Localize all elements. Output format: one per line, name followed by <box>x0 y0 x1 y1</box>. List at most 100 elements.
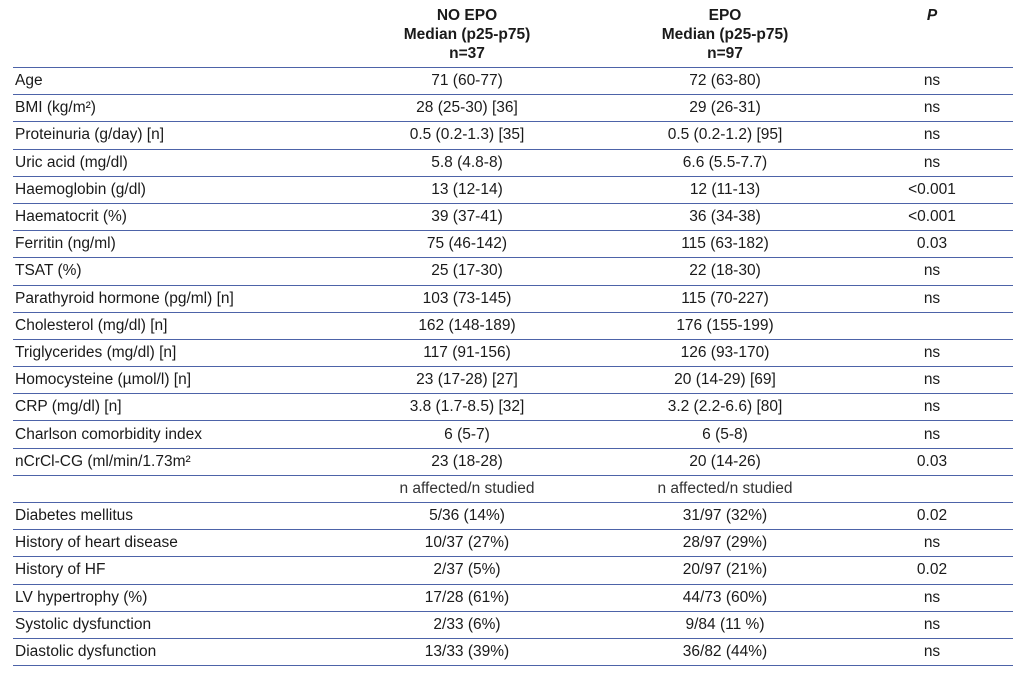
comparison-table: NO EPO Median (p25-p75) n=37 EPO Median … <box>13 6 1013 667</box>
cell-no-epo: 2/33 (6%) <box>335 611 599 639</box>
table-row: Haematocrit (%) 39 (37-41) 36 (34-38) <0.00… <box>13 203 1013 232</box>
cell-p-value: 0.02 <box>851 502 1013 531</box>
cell-epo: 44/73 (60%) <box>599 584 851 612</box>
table-row: Diabetes mellitus 5/36 (14%) 31/97 (32%) 0.… <box>13 502 1013 531</box>
table-row: History of heart disease 10/37 (27%) 28/97… <box>13 529 1013 558</box>
row-label: Ferritin (ng/ml) <box>13 230 335 259</box>
cell-no-epo: 28 (25-30) [36] <box>335 94 599 123</box>
cell-p-value: ns <box>851 149 1013 177</box>
cell-no-epo: 17/28 (61%) <box>335 584 599 612</box>
comparison-table-container: NO EPO Median (p25-p75) n=37 EPO Median … <box>13 6 1013 667</box>
cell-p-value: 0.03 <box>851 448 1013 476</box>
header-no-epo: NO EPO Median (p25-p75) n=37 <box>335 6 599 68</box>
cell-epo: 72 (63-80) <box>599 67 851 96</box>
table-row: Triglycerides (mg/dl) [n] 117 (91-156) 126… <box>13 339 1013 368</box>
cell-no-epo: 71 (60-77) <box>335 67 599 96</box>
cell-p-value: ns <box>851 638 1013 667</box>
table-row: CRP (mg/dl) [n] 3.8 (1.7-8.5) [32] 3.2 (2.… <box>13 393 1013 422</box>
cell-p-value: <0.001 <box>851 203 1013 232</box>
row-label: Haematocrit (%) <box>13 203 335 232</box>
table-row: TSAT (%) 25 (17-30) 22 (18-30) ns <box>13 257 1013 286</box>
cell-epo: 3.2 (2.2-6.6) [80] <box>599 393 851 422</box>
row-label: Charlson comorbidity index <box>13 420 335 449</box>
cell-p-value: ns <box>851 366 1013 395</box>
cell-epo: 31/97 (32%) <box>599 502 851 531</box>
cell-p-value: 0.03 <box>851 230 1013 259</box>
table-row: Parathyroid hormone (pg/ml) [n] 103 (73-1… <box>13 285 1013 313</box>
header-no-epo-n: n=37 <box>449 45 485 62</box>
row-label: Systolic dysfunction <box>13 611 335 639</box>
cell-p-value: ns <box>851 393 1013 422</box>
cell-no-epo: 162 (148-189) <box>335 312 599 340</box>
cell-p-value: ns <box>851 529 1013 558</box>
cell-epo: 12 (11-13) <box>599 176 851 204</box>
cell-p-value: <0.001 <box>851 176 1013 204</box>
row-label: nCrCl-CG (ml/min/1.73m² <box>13 448 335 476</box>
row-label: Homocysteine (µmol/l) [n] <box>13 366 335 395</box>
row-label: TSAT (%) <box>13 257 335 286</box>
row-label: Uric acid (mg/dl) <box>13 149 335 177</box>
cell-epo: 20 (14-29) [69] <box>599 366 851 395</box>
header-p-value: P <box>851 6 1013 68</box>
cell-no-epo: 3.8 (1.7-8.5) [32] <box>335 393 599 422</box>
cell-epo: 36/82 (44%) <box>599 638 851 667</box>
cell-epo: 126 (93-170) <box>599 339 851 368</box>
table-header: NO EPO Median (p25-p75) n=37 EPO Median … <box>13 6 1013 68</box>
row-label: Diabetes mellitus <box>13 502 335 531</box>
cell-epo: 22 (18-30) <box>599 257 851 286</box>
row-label: Age <box>13 67 335 96</box>
row-label: Triglycerides (mg/dl) [n] <box>13 339 335 368</box>
table-row: Haemoglobin (g/dl) 13 (12-14) 12 (11-13) <0… <box>13 176 1013 204</box>
cell-epo: 115 (63-182) <box>599 230 851 259</box>
cell-p-value: ns <box>851 94 1013 123</box>
row-label: Cholesterol (mg/dl) [n] <box>13 312 335 340</box>
cell-p-value: ns <box>851 339 1013 368</box>
row-label: History of HF <box>13 556 335 585</box>
cell-p-value: 0.02 <box>851 556 1013 585</box>
cell-p-value <box>851 475 1013 504</box>
cell-epo: n affected/n studied <box>599 475 851 504</box>
cell-p-value: ns <box>851 420 1013 449</box>
header-epo-stat: Median (p25-p75) <box>661 26 789 43</box>
row-label: Parathyroid hormone (pg/ml) [n] <box>13 285 335 313</box>
table-body: Age 71 (60-77) 72 (63-80) ns BMI (kg/m²) 28 (… <box>13 67 1013 667</box>
cell-no-epo: 2/37 (5%) <box>335 556 599 585</box>
cell-epo: 9/84 (11 %) <box>599 611 851 639</box>
cell-no-epo: 13 (12-14) <box>335 176 599 204</box>
table-row: LV hypertrophy (%) 17/28 (61%) 44/73 (60%)… <box>13 584 1013 612</box>
header-epo: EPO Median (p25-p75) n=97 <box>599 6 851 68</box>
table-row: nCrCl-CG (ml/min/1.73m² 23 (18-28) 20 (14-… <box>13 448 1013 476</box>
row-label: LV hypertrophy (%) <box>13 584 335 612</box>
header-no-epo-stat: Median (p25-p75) <box>403 26 531 43</box>
cell-no-epo: 5/36 (14%) <box>335 502 599 531</box>
cell-no-epo: 23 (17-28) [27] <box>335 366 599 395</box>
table-row: Uric acid (mg/dl) 5.8 (4.8-8) 6.6 (5.5-7.7… <box>13 149 1013 177</box>
cell-p-value <box>851 312 1013 340</box>
cell-epo: 6 (5-8) <box>599 420 851 449</box>
table-row: Proteinuria (g/day) [n] 0.5 (0.2-1.3) [35… <box>13 121 1013 150</box>
cell-epo: 20 (14-26) <box>599 448 851 476</box>
cell-no-epo: 75 (46-142) <box>335 230 599 259</box>
table-row: Diastolic dysfunction 13/33 (39%) 36/82 (4… <box>13 638 1013 667</box>
cell-p-value: ns <box>851 611 1013 639</box>
header-epo-n: n=97 <box>707 45 743 62</box>
cell-epo: 0.5 (0.2-1.2) [95] <box>599 121 851 150</box>
cell-no-epo: 39 (37-41) <box>335 203 599 232</box>
cell-no-epo: 0.5 (0.2-1.3) [35] <box>335 121 599 150</box>
cell-epo: 28/97 (29%) <box>599 529 851 558</box>
cell-no-epo: 23 (18-28) <box>335 448 599 476</box>
table-row: n affected/n studied n affected/n studied <box>13 475 1013 504</box>
cell-no-epo: 13/33 (39%) <box>335 638 599 667</box>
cell-p-value: ns <box>851 257 1013 286</box>
row-label: BMI (kg/m²) <box>13 94 335 123</box>
header-epo-title: EPO <box>708 7 742 24</box>
cell-epo: 36 (34-38) <box>599 203 851 232</box>
row-label <box>13 475 335 504</box>
cell-epo: 29 (26-31) <box>599 94 851 123</box>
table-row: Charlson comorbidity index 6 (5-7) 6 (5-8)… <box>13 420 1013 449</box>
row-label: Haemoglobin (g/dl) <box>13 176 335 204</box>
cell-no-epo: 5.8 (4.8-8) <box>335 149 599 177</box>
cell-no-epo: 6 (5-7) <box>335 420 599 449</box>
cell-epo: 6.6 (5.5-7.7) <box>599 149 851 177</box>
table-row: Homocysteine (µmol/l) [n] 23 (17-28) [27]… <box>13 366 1013 395</box>
